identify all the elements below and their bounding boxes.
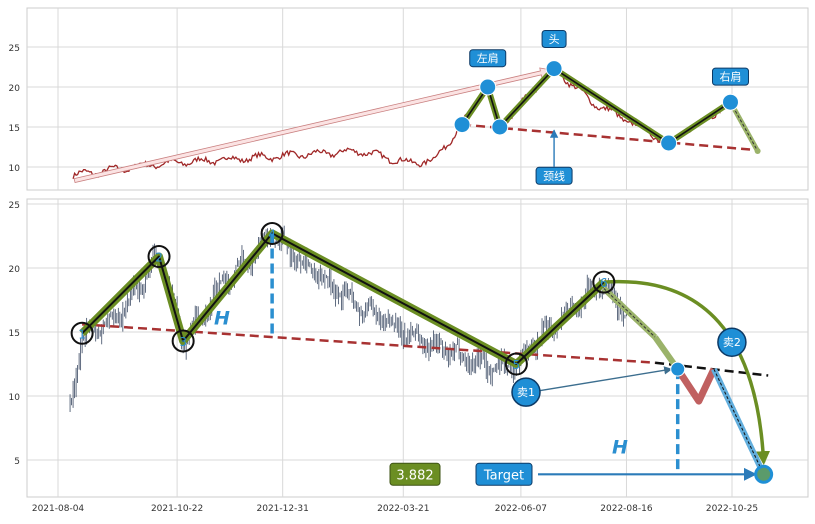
bottom-y-tick-label-0: 5 bbox=[14, 457, 20, 467]
pattern-point-circle-3 bbox=[171, 329, 195, 353]
top-projection-line bbox=[730, 101, 759, 152]
bottom-grid bbox=[27, 199, 808, 497]
sell1-point bbox=[670, 361, 686, 377]
pattern-point-label-1: 1 bbox=[78, 327, 86, 341]
bottom-y-tick-label-1: 10 bbox=[9, 393, 21, 403]
top-pattern-point-4 bbox=[545, 60, 563, 78]
bottom-x-tick-label-0: 2021-08-04 bbox=[32, 504, 85, 514]
height-label-1: H bbox=[214, 307, 230, 329]
bottom-pattern-line bbox=[81, 232, 605, 365]
bottom-x-tick-label-3: 2022-03-21 bbox=[377, 504, 429, 514]
top-annotation-label-2: 右肩 bbox=[719, 70, 741, 84]
top-y-ticks: 10 15 20 25 bbox=[9, 44, 21, 174]
top-pattern-overlay bbox=[73, 60, 761, 184]
pattern-point-label-3: 3 bbox=[179, 335, 187, 349]
pattern-point-label-5: 5 bbox=[513, 358, 521, 372]
bottom-x-tick-label-2: 2021-12-31 bbox=[257, 504, 309, 514]
sell1-badge bbox=[511, 377, 541, 407]
top-annotation-label-1: 头 bbox=[549, 33, 560, 46]
top-annotation-label-3: 颈线 bbox=[543, 169, 565, 183]
bottom-x-tick-label-6: 2022-10-25 bbox=[706, 504, 758, 514]
top-pattern-point-6 bbox=[721, 93, 739, 111]
top-y-tick-label-0: 10 bbox=[9, 164, 21, 174]
pattern-point-label-4: 4 bbox=[268, 227, 276, 241]
top-annotation-label-0: 左肩 bbox=[477, 51, 499, 65]
top-annotation-box-1 bbox=[541, 30, 567, 48]
sell2-badge bbox=[717, 327, 747, 357]
top-annotation-box-3 bbox=[535, 166, 573, 185]
drop-line bbox=[713, 368, 765, 475]
top-y-tick-label-1: 15 bbox=[9, 124, 20, 134]
bottom-y-ticks: 5 10 15 20 25 bbox=[9, 201, 21, 467]
top-grid bbox=[27, 8, 808, 190]
sell1-label: 卖1 bbox=[517, 386, 535, 399]
top-projection-end bbox=[754, 148, 761, 154]
sell2-label: 卖2 bbox=[723, 336, 741, 349]
bottom-annotations: Target 3.882 H H 卖1 卖2 1 2 3 4 5 6 bbox=[70, 221, 774, 486]
target-value-box bbox=[389, 462, 441, 486]
bottom-x-tick-label-4: 2022-06-07 bbox=[495, 504, 547, 514]
target-curve-arrow bbox=[603, 279, 771, 466]
pattern-point-circle-2 bbox=[147, 244, 171, 268]
bottom-x-tick-label-1: 2021-10-22 bbox=[151, 504, 203, 514]
pattern-point-circle-4 bbox=[260, 221, 284, 245]
top-annotation-box-0 bbox=[469, 49, 507, 68]
pattern-point-label-2: 2 bbox=[155, 250, 163, 264]
bottom-y-tick-label-2: 15 bbox=[9, 329, 20, 339]
top-pattern-point-2 bbox=[479, 78, 497, 96]
target-label: Target bbox=[483, 468, 524, 483]
top-pattern-point-3 bbox=[491, 118, 509, 136]
top-y-tick-label-2: 20 bbox=[9, 84, 21, 94]
pattern-point-label-6: 6 bbox=[600, 276, 608, 290]
top-pattern-point-1 bbox=[453, 116, 471, 134]
target-value-label: 3.882 bbox=[396, 468, 433, 483]
bottom-projection-line bbox=[603, 288, 656, 338]
pattern-point-circle-5 bbox=[504, 352, 528, 376]
top-pattern-point-5 bbox=[660, 134, 678, 152]
target-label-box bbox=[475, 462, 533, 486]
bottom-x-tick-label-5: 2022-08-16 bbox=[600, 504, 653, 514]
top-y-tick-label-3: 25 bbox=[9, 44, 20, 54]
top-neckline bbox=[461, 123, 758, 152]
top-annotation-box-2 bbox=[711, 67, 749, 86]
pullback-path bbox=[674, 367, 718, 405]
bottom-pattern-overlay bbox=[79, 229, 771, 476]
pattern-point-circle-1 bbox=[70, 321, 94, 345]
sell1-pointer bbox=[537, 366, 673, 392]
bottom-x-ticks: 2021-08-04 2021-10-22 2021-12-31 2022-03-21… bbox=[32, 504, 758, 514]
height-label-2: H bbox=[612, 437, 628, 459]
target-point bbox=[754, 464, 774, 484]
bottom-y-tick-label-3: 20 bbox=[9, 265, 21, 275]
pattern-point-circle-6 bbox=[592, 270, 616, 294]
bottom-y-tick-label-4: 25 bbox=[9, 201, 20, 211]
bottom-neckline bbox=[82, 323, 656, 364]
